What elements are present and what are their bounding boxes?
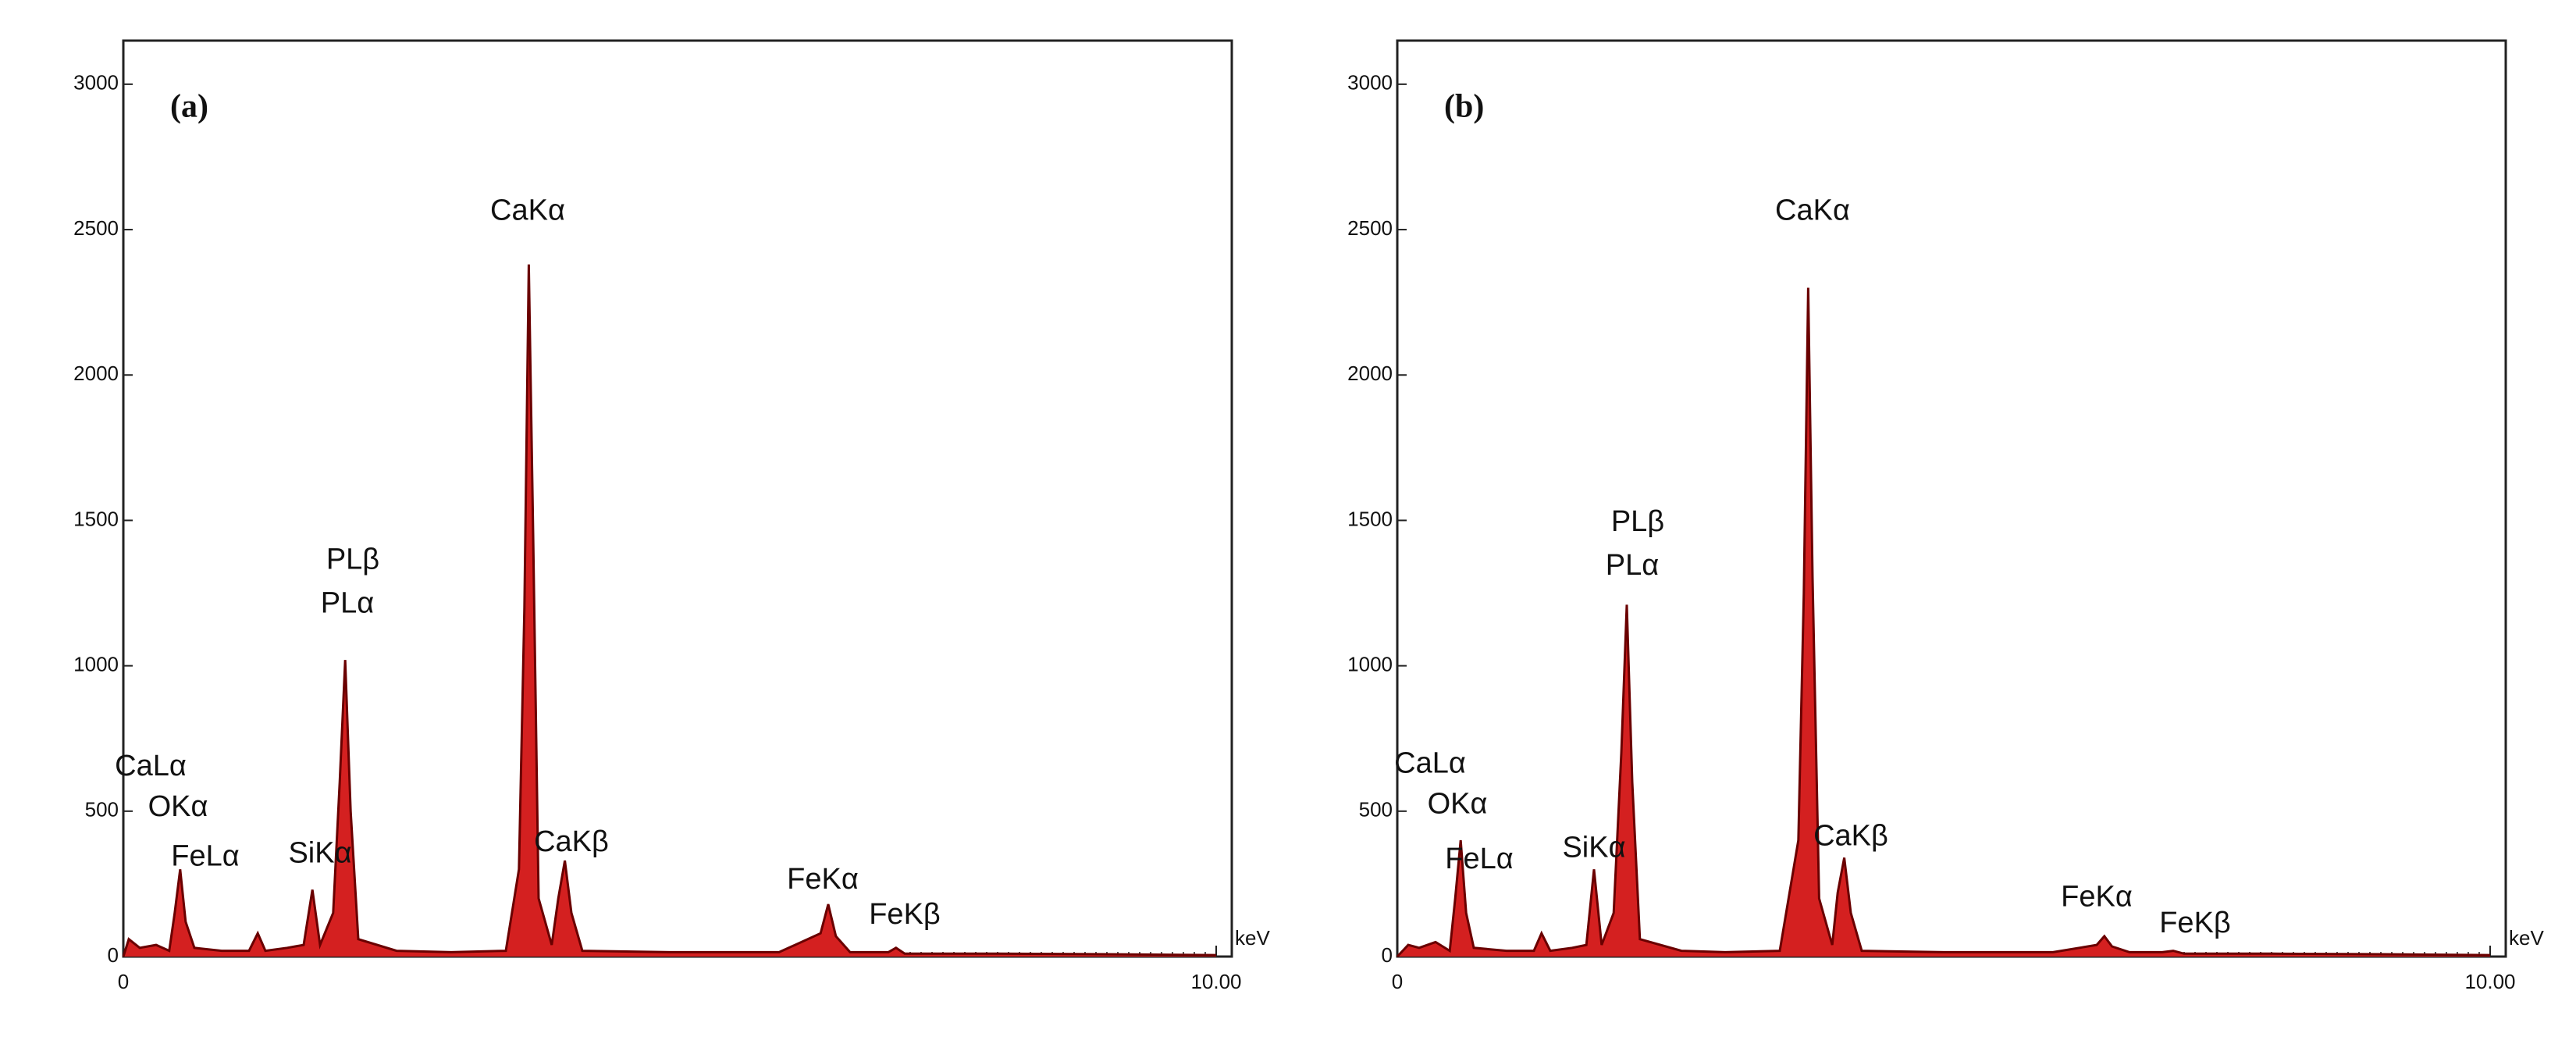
plot-frame <box>122 39 1233 958</box>
peak-label: CaLα <box>115 750 187 782</box>
peak-label: OKα <box>1428 787 1488 820</box>
spectrum-area <box>123 264 1216 957</box>
peak-label: FeLα <box>171 839 239 872</box>
peak-label: CaLα <box>1394 747 1466 779</box>
y-tick-label: 0 <box>1382 943 1393 967</box>
spectrum-line <box>1396 287 2491 958</box>
peak-label: FeKβ <box>2159 907 2231 939</box>
plot-frame <box>1396 39 2507 958</box>
panel-title: (a) <box>170 89 208 125</box>
peak-label: PLα <box>1606 549 1659 582</box>
peak-label: CaKα <box>490 194 565 227</box>
y-tick-label: 3000 <box>73 71 119 94</box>
peak-label: FeKβ <box>869 898 941 931</box>
x-axis-label: keV <box>2509 926 2544 950</box>
y-tick-label: 2000 <box>1347 362 1393 385</box>
peak-label: SiKα <box>1562 831 1625 864</box>
peak-label: CaKα <box>1775 194 1850 227</box>
panel-title: (b) <box>1444 89 1484 125</box>
peak-label: FeLα <box>1445 843 1513 875</box>
y-tick-label: 1500 <box>73 507 119 530</box>
peak-label: CaKβ <box>534 825 609 858</box>
peak-label: CaKβ <box>1813 819 1888 852</box>
spectrum-area <box>1397 287 2490 957</box>
x-tick-label: 0 <box>118 970 129 993</box>
y-tick-label: 3000 <box>1347 71 1393 94</box>
y-tick-label: 0 <box>108 943 119 967</box>
y-tick-label: 500 <box>85 798 119 821</box>
y-tick-label: 2500 <box>1347 216 1393 240</box>
peak-label: FeKα <box>787 863 859 896</box>
chart-panel: 0 500 1000 1500 2000 2500 3000 0 10.00 keV (b) CaKα… <box>1347 39 2544 993</box>
x-tick-label: 0 <box>1392 970 1403 993</box>
y-tick-label: 1000 <box>73 652 119 675</box>
peak-label: FeKα <box>2061 881 2133 914</box>
y-tick-label: 2000 <box>73 362 119 385</box>
peak-label: PLβ <box>1611 505 1664 538</box>
y-tick-label: 1500 <box>1347 507 1393 530</box>
x-tick-label: 10.00 <box>2464 970 2515 993</box>
chart-panel: 0 500 1000 1500 2000 2500 3000 0 10.00 keV (a) CaKα… <box>73 39 1270 993</box>
spectrum-line <box>122 264 1217 957</box>
y-tick-label: 1000 <box>1347 652 1393 675</box>
peak-label: PLα <box>321 586 374 619</box>
peak-label: PLβ <box>326 543 379 576</box>
y-tick-label: 500 <box>1359 798 1393 821</box>
x-axis-label: keV <box>1235 926 1270 950</box>
x-tick-label: 10.00 <box>1190 970 1241 993</box>
peak-label: SiKα <box>288 837 351 870</box>
peak-label: OKα <box>148 790 208 823</box>
y-tick-label: 2500 <box>73 216 119 240</box>
